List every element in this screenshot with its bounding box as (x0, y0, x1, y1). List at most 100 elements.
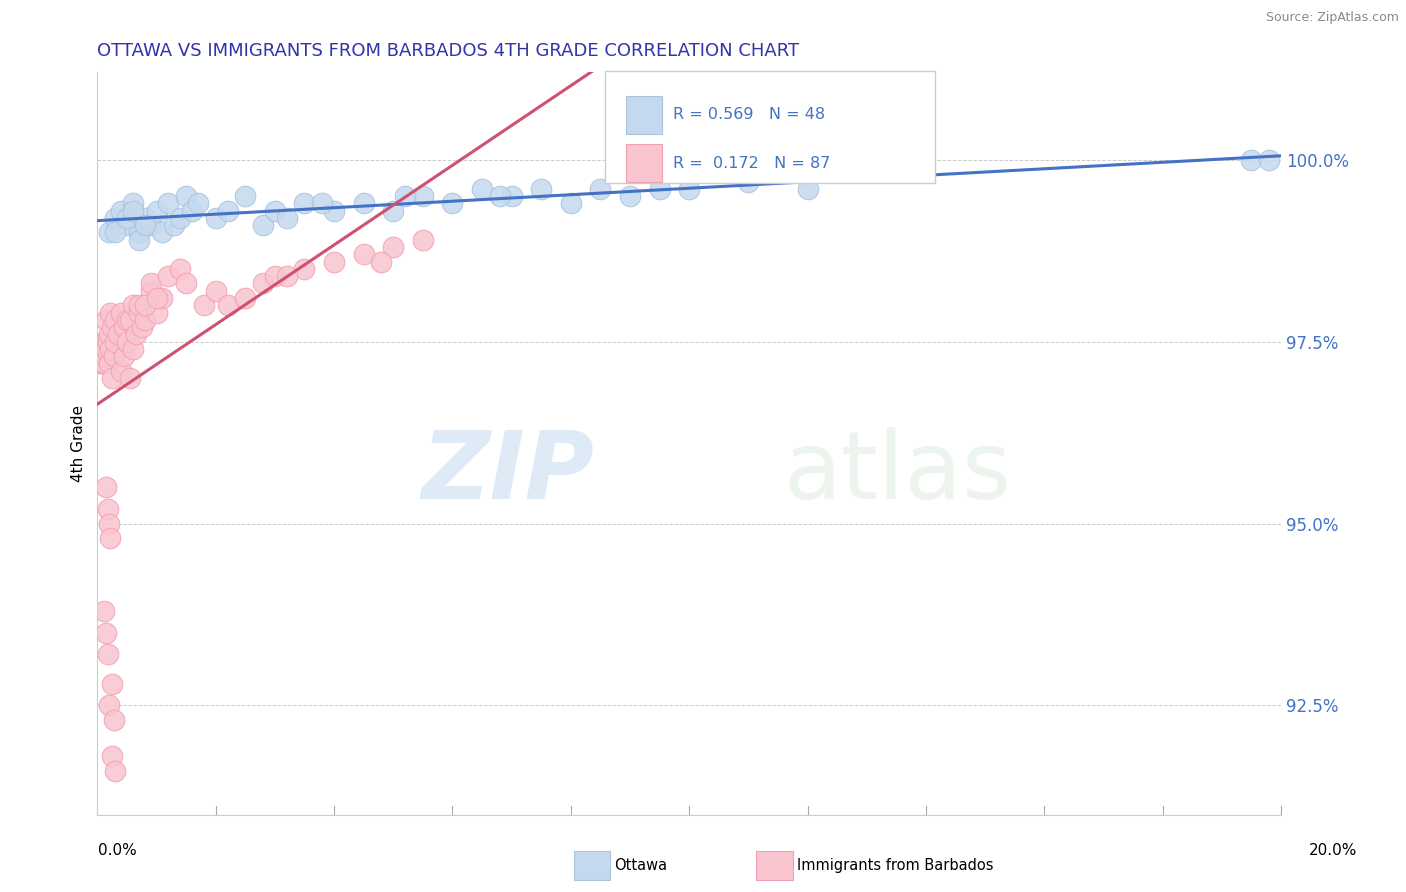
Point (169, 211, 191, 225)
Point (110, 203, 132, 218)
Point (204, 211, 226, 225)
Text: R =  0.172   N = 87: R = 0.172 N = 87 (673, 155, 831, 170)
Point (107, 327, 129, 342)
Point (115, 211, 138, 225)
Point (181, 203, 204, 218)
Point (323, 203, 346, 218)
Point (96, 625, 118, 640)
Point (98, 327, 121, 342)
Point (252, 218, 274, 232)
Point (145, 305, 167, 319)
Point (89, 356, 111, 370)
Point (91, 342, 114, 356)
Point (98, 516, 121, 531)
Point (163, 218, 186, 232)
Point (93, 349, 115, 363)
Point (112, 320, 135, 334)
Point (91, 349, 114, 363)
Point (370, 254, 392, 268)
Point (128, 226, 150, 240)
Point (118, 371, 141, 385)
Point (98, 531, 121, 545)
Point (1240, 153, 1263, 167)
Text: Ottawa: Ottawa (614, 858, 668, 872)
Point (115, 334, 138, 349)
Point (104, 211, 127, 225)
Point (678, 182, 700, 196)
Point (323, 254, 346, 268)
Point (217, 298, 239, 312)
Point (91, 349, 114, 363)
Point (353, 196, 375, 211)
Text: ZIP: ZIP (422, 427, 595, 519)
Point (264, 203, 287, 218)
Point (101, 320, 124, 334)
Point (104, 764, 127, 778)
Point (91, 356, 114, 370)
Point (139, 277, 162, 291)
Point (93, 356, 115, 370)
Point (276, 269, 298, 284)
Point (187, 196, 209, 211)
Point (121, 203, 143, 218)
Point (101, 749, 124, 764)
Point (530, 182, 553, 196)
Point (796, 182, 818, 196)
Text: 20.0%: 20.0% (1309, 843, 1357, 858)
Point (112, 349, 135, 363)
Point (121, 196, 143, 211)
Point (737, 175, 759, 189)
Point (118, 313, 141, 327)
Point (169, 261, 191, 276)
Point (134, 211, 156, 225)
Point (90, 349, 112, 363)
Point (134, 313, 156, 327)
Text: R = 0.569   N = 48: R = 0.569 N = 48 (673, 107, 825, 122)
Point (134, 218, 156, 232)
Point (104, 334, 127, 349)
Point (128, 305, 150, 319)
Point (103, 349, 125, 363)
Point (98, 226, 121, 240)
Point (115, 313, 138, 327)
Point (131, 320, 153, 334)
Point (97, 334, 120, 349)
Point (139, 284, 162, 298)
Point (394, 189, 416, 203)
Point (152, 226, 174, 240)
Point (90, 342, 112, 356)
Point (233, 189, 256, 203)
Point (110, 364, 132, 378)
Point (134, 298, 156, 312)
Text: Immigrants from Barbados: Immigrants from Barbados (797, 858, 994, 872)
Point (252, 277, 274, 291)
Point (233, 291, 256, 305)
Text: 0.0%: 0.0% (98, 843, 138, 858)
Point (488, 189, 510, 203)
Point (174, 189, 197, 203)
Point (96, 480, 118, 494)
Point (128, 298, 150, 312)
Point (91, 342, 114, 356)
Point (145, 203, 167, 218)
Point (121, 298, 143, 312)
Point (382, 240, 405, 254)
Text: atlas: atlas (783, 427, 1012, 519)
Point (93, 349, 115, 363)
Point (174, 277, 197, 291)
Point (311, 196, 333, 211)
Point (412, 233, 434, 247)
Point (648, 182, 671, 196)
Text: Source: ZipAtlas.com: Source: ZipAtlas.com (1265, 11, 1399, 24)
Point (97, 648, 120, 662)
Point (128, 233, 150, 247)
Point (96, 342, 118, 356)
Point (125, 327, 148, 342)
Text: OTTAWA VS IMMIGRANTS FROM BARBADOS 4TH GRADE CORRELATION CHART: OTTAWA VS IMMIGRANTS FROM BARBADOS 4TH G… (97, 42, 800, 60)
Point (96, 313, 118, 327)
Point (412, 189, 434, 203)
Point (98, 356, 121, 370)
Point (353, 247, 375, 261)
Point (139, 218, 162, 232)
Point (94, 334, 117, 349)
